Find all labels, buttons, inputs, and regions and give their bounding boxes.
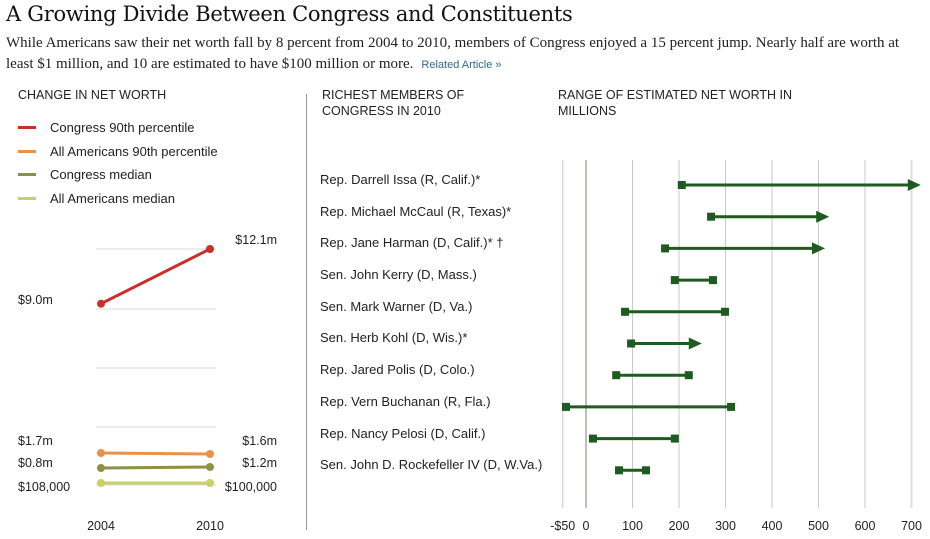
member-name: Rep. Darrell Issa (R, Calif.)* (320, 172, 481, 187)
series-line (100, 451, 211, 456)
x-tick-label: 200 (669, 519, 690, 533)
member-name: Rep. Vern Buchanan (R, Fla.) (320, 393, 491, 409)
member-name: Sen. John Kerry (D, Mass.) (320, 267, 477, 283)
legend-label: All Americans median (50, 190, 175, 206)
range-max-marker (708, 276, 717, 285)
arrow-head-icon (907, 179, 921, 191)
x-tick-label: 300 (715, 519, 736, 533)
data-label-2004: $9.0m (18, 293, 53, 307)
range-min-marker (707, 212, 716, 221)
data-label-2010: $12.1m (235, 233, 277, 247)
member-name: Sen. John D. Rockefeller IV (D, W.Va.) (320, 457, 543, 473)
member-name: Rep. Michael McCaul (R, Texas)* (320, 203, 512, 219)
legend-item-americans-median: All Americans median (18, 187, 218, 211)
x-tick-label: 100 (622, 519, 643, 533)
data-point (206, 245, 214, 253)
x-tick-label: -$50 (550, 519, 575, 533)
legend-label: All Americans 90th percentile (50, 143, 218, 159)
data-point (206, 450, 214, 458)
range-min-marker (562, 402, 571, 411)
arrow-head-icon (688, 337, 702, 350)
data-point (206, 463, 214, 471)
data-label-2004: $108,000 (18, 480, 70, 494)
range-max-marker (684, 371, 693, 380)
range-min-marker (627, 339, 636, 348)
range-max-marker (727, 402, 736, 411)
change-net-worth-header: CHANGE IN NET WORTH (18, 88, 167, 102)
column-divider (306, 94, 307, 530)
x-tick-label: 2010 (196, 519, 224, 533)
data-point (97, 464, 105, 472)
legend-swatch-icon (18, 149, 36, 153)
x-tick-label: 600 (855, 519, 876, 533)
richest-members-header: RICHEST MEMBERS OF CONGRESS IN 2010 (322, 88, 465, 118)
legend-swatch-icon (18, 173, 36, 177)
range-min-marker (615, 466, 624, 475)
related-article-link[interactable]: Related Article » (421, 59, 502, 71)
member-name: Sen. Mark Warner (D, Va.) (320, 298, 473, 314)
data-label-2004: $1.7m (18, 434, 53, 448)
data-point (97, 479, 105, 487)
member-name: Sen. Herb Kohl (D, Wis.)* (320, 330, 468, 346)
data-label-2004: $0.8m (18, 456, 53, 470)
member-name: Rep. Nancy Pelosi (D, Calif.) (320, 425, 486, 441)
range-min-marker (661, 244, 670, 253)
x-tick-label: 0 (583, 519, 590, 533)
page-title: A Growing Divide Between Congress and Co… (6, 2, 573, 26)
legend-item-americans-90th: All Americans 90th percentile (18, 140, 218, 164)
arrow-head-icon (812, 242, 826, 255)
x-tick-label: 2004 (87, 519, 115, 533)
member-name: Rep. Jared Polis (D, Colo.) (320, 362, 475, 378)
legend-label: Congress median (50, 167, 152, 183)
legend-item-congress-90th: Congress 90th percentile (18, 116, 218, 140)
range-min-marker (670, 276, 679, 285)
data-label-2010: $1.2m (242, 456, 277, 470)
dek-text: While Americans saw their net worth fall… (6, 33, 926, 76)
series-line (100, 465, 211, 470)
x-tick-label: 500 (808, 519, 829, 533)
range-max-marker (721, 307, 730, 316)
legend: Congress 90th percentile All Americans 9… (18, 116, 218, 210)
member-name: Rep. Jane Harman (D, Calif.)* † (320, 235, 504, 251)
range-min-marker (621, 307, 630, 316)
series-line (100, 247, 211, 306)
data-point (97, 299, 105, 308)
data-label-2010: $100,000 (225, 480, 277, 494)
range-min-marker (677, 181, 686, 189)
data-label-2010: $1.6m (242, 434, 277, 448)
legend-swatch-icon (18, 126, 36, 130)
legend-label: Congress 90th percentile (50, 120, 195, 136)
range-header: RANGE OF ESTIMATED NET WORTH IN MILLIONS (558, 88, 793, 118)
dek-body: While Americans saw their net worth fall… (6, 35, 900, 72)
data-point (206, 479, 214, 487)
member-names-list: Rep. Darrell Issa (R, Calif.)* Rep. Mich… (320, 172, 542, 489)
range-max-marker (641, 466, 650, 475)
legend-swatch-icon (18, 196, 36, 200)
legend-item-congress-median: Congress median (18, 163, 218, 187)
x-tick-label: 700 (901, 519, 922, 533)
range-min-marker (612, 371, 621, 380)
arrow-head-icon (816, 210, 830, 223)
range-min-marker (588, 434, 597, 443)
x-tick-label: 400 (762, 519, 783, 533)
range-max-marker (670, 434, 679, 443)
data-point (97, 449, 105, 457)
